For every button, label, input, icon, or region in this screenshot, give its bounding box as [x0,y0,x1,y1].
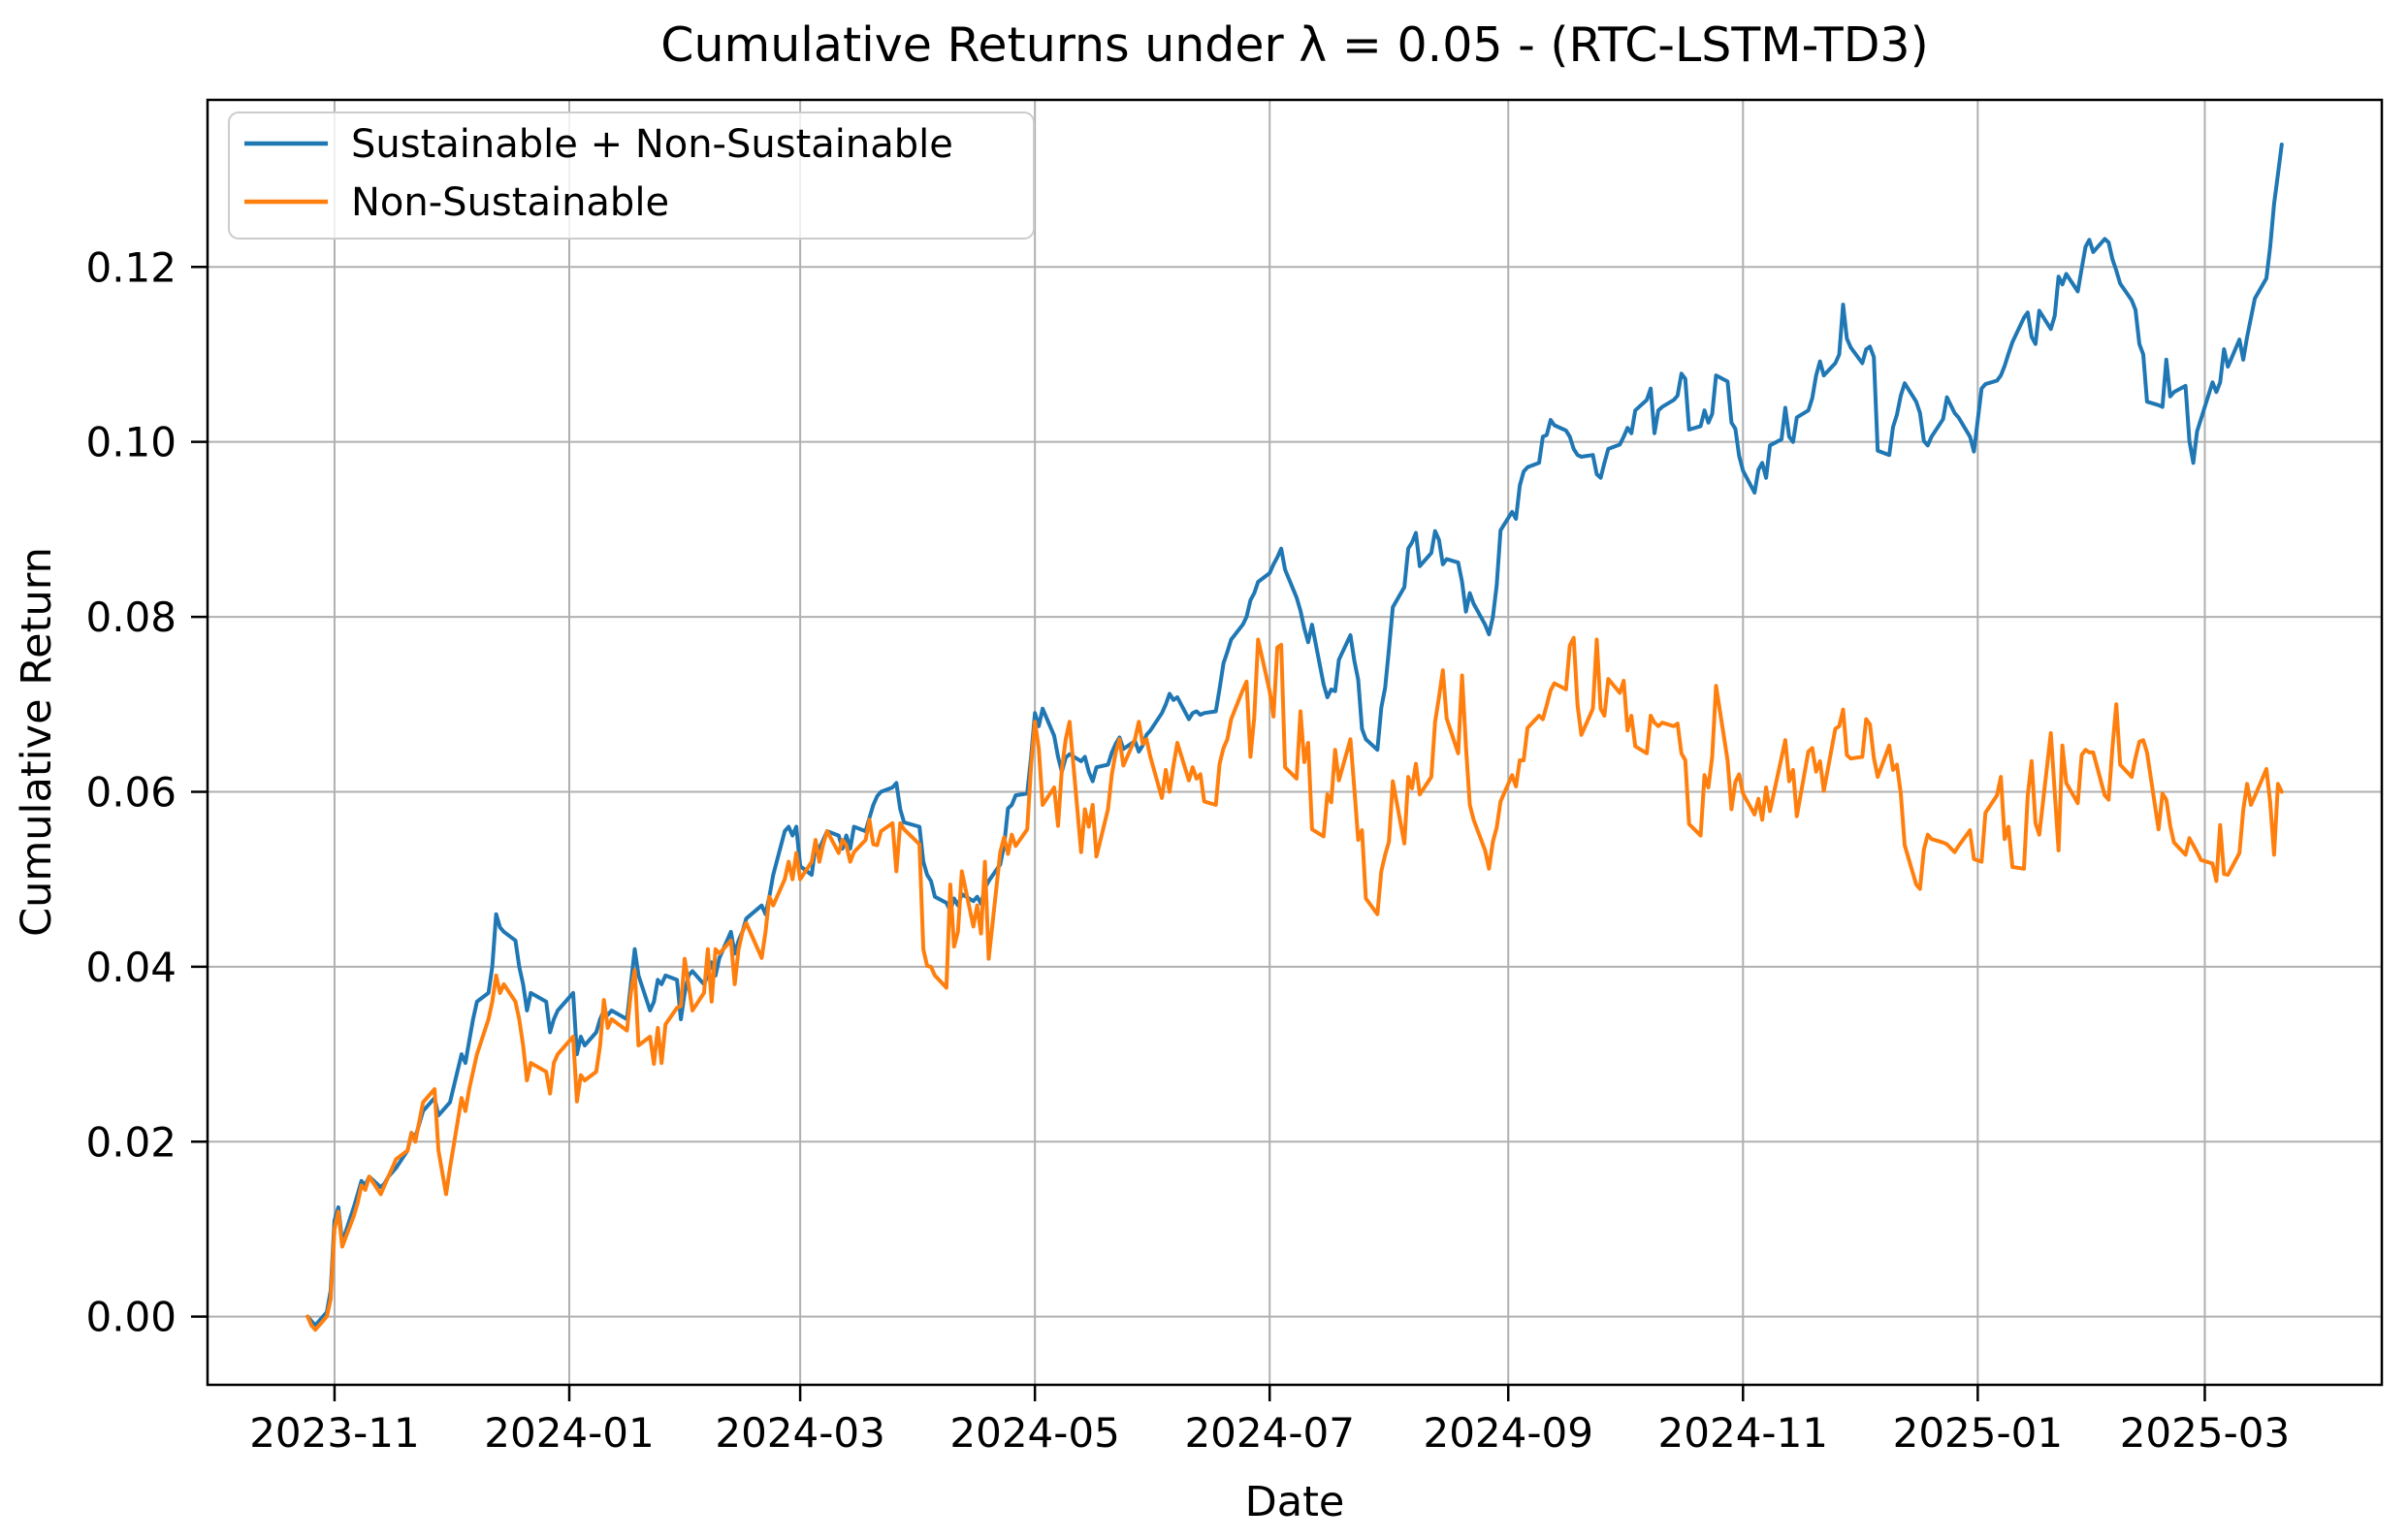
y-tick-label: 0.10 [85,419,177,466]
x-axis-label: Date [1245,1478,1345,1526]
y-tick-label: 0.08 [85,594,177,641]
x-tick-label: 2025-01 [1893,1409,2064,1457]
x-tick-label: 2024-03 [715,1409,885,1457]
x-tick-label: 2024-05 [949,1409,1120,1457]
y-tick-label: 0.06 [85,768,177,816]
y-tick-label: 0.00 [85,1294,177,1341]
legend-label-non-sustainable: Non-Sustainable [351,180,669,225]
series-line-non-sustainable [305,635,2284,1332]
x-tick-label: 2024-11 [1658,1409,1829,1457]
series-line-sustainable-non-sustainable [305,143,2284,1328]
y-tick-label: 0.02 [85,1118,177,1166]
x-tick-label: 2024-09 [1423,1409,1593,1457]
y-axis-label: Cumulative Return [13,547,61,937]
chart-title: Cumulative Returns under λ = 0.05 - (RTC… [660,17,1928,73]
y-tick-label: 0.04 [85,944,177,991]
x-tick-label: 2024-01 [484,1409,655,1457]
x-tick-label: 2024-07 [1184,1409,1355,1457]
axis-ticks: 2023-11 2024-01 2024-03 2024-05 2024-07 2024-… [85,243,2290,1457]
x-tick-label: 2023-11 [249,1409,420,1457]
legend-label-sustainable-plus-non-sustainable: Sustainable + Non-Sustainable [351,122,953,167]
x-tick-label: 2025-03 [2120,1409,2291,1457]
y-tick-label: 0.12 [85,243,177,291]
series-lines [305,143,2284,1332]
legend: Sustainable + Non-Sustainable Non-Sustai… [228,112,1035,240]
plot-frame [206,98,2384,1387]
grid-lines [208,100,2382,1385]
legend-box [228,112,1035,240]
